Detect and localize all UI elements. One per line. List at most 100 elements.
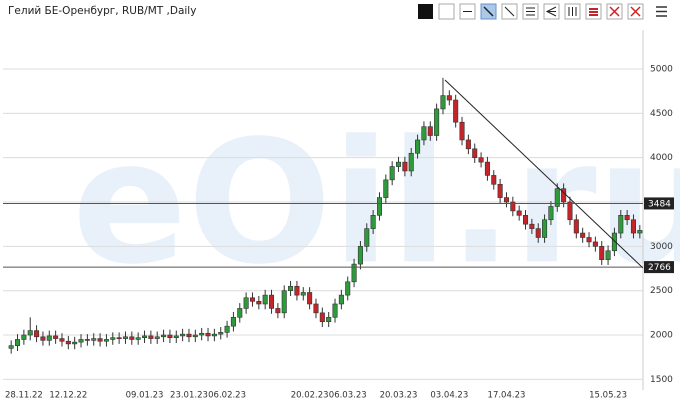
icon <box>568 7 577 16</box>
candle-body <box>116 337 122 339</box>
candle-body <box>72 341 78 345</box>
candle-body <box>523 215 529 225</box>
candle-body <box>135 337 141 340</box>
x-tick-label: 09.01.23 <box>126 391 164 401</box>
candle-body <box>218 332 224 335</box>
icon <box>545 6 557 17</box>
candle-body <box>478 157 484 163</box>
x-tick-label: 20.02.23 <box>291 391 329 401</box>
icon <box>630 6 641 17</box>
candle-body <box>205 332 211 337</box>
candle-body <box>383 179 389 198</box>
candle-body <box>503 197 509 203</box>
candle-body <box>262 294 268 305</box>
candle-body <box>351 263 357 283</box>
icon <box>483 6 494 17</box>
candle-body <box>370 215 376 229</box>
tool-color[interactable] <box>418 4 433 19</box>
candle-body <box>288 285 294 291</box>
candle-body <box>453 99 459 123</box>
candle-body <box>34 330 40 338</box>
candle-body <box>630 219 636 234</box>
menu-button[interactable] <box>656 6 667 17</box>
candle-body <box>421 126 427 141</box>
candle-body <box>237 308 243 318</box>
candle-body <box>97 338 103 342</box>
candle-body <box>586 237 592 243</box>
candle-body <box>345 281 351 296</box>
level-tag <box>644 197 674 210</box>
candle-body <box>40 336 46 341</box>
candle-body <box>465 139 471 150</box>
candle-body <box>53 335 59 339</box>
candle-body <box>440 95 446 110</box>
candle-body <box>300 292 306 296</box>
candle-body <box>497 183 503 198</box>
x-tick-label: 23.01.23 <box>170 391 208 401</box>
candle-body <box>357 246 363 265</box>
candle-body <box>472 148 478 158</box>
candle-body <box>142 335 148 338</box>
candle-body <box>618 215 624 234</box>
candle-body <box>376 197 382 216</box>
toolbar <box>418 3 667 20</box>
candle-body <box>243 297 249 309</box>
icon <box>609 6 620 17</box>
icon <box>526 7 535 16</box>
candle-body <box>573 219 579 234</box>
x-tick-label: 03.04.23 <box>430 391 468 401</box>
trend-line <box>444 79 644 269</box>
candle-body <box>605 250 611 260</box>
candle-body <box>580 232 586 238</box>
tool-text[interactable] <box>438 3 455 20</box>
candle-body <box>269 294 275 309</box>
candle-body <box>529 223 535 229</box>
y-tick-label: 5000 <box>650 65 673 75</box>
candle-body <box>154 336 160 339</box>
candle-body <box>567 201 573 221</box>
candle-body <box>599 246 605 260</box>
candle-body <box>110 337 116 340</box>
candle-body <box>27 330 33 336</box>
candle-body <box>173 335 179 338</box>
candle-body <box>91 338 97 341</box>
candle-body <box>516 210 522 216</box>
candle-body <box>256 301 262 305</box>
candle-body <box>510 201 516 212</box>
y-tick-label: 4500 <box>650 109 673 119</box>
candle-body <box>148 335 154 339</box>
candle-body <box>554 188 560 207</box>
x-tick-label: 28.11.22 <box>5 391 43 401</box>
candle-body <box>637 230 643 234</box>
candle-body <box>122 336 128 339</box>
candle-body <box>415 139 421 154</box>
x-tick-label: 15.05.23 <box>589 391 627 401</box>
x-tick-label: 06.02.23 <box>208 391 246 401</box>
x-tick-label: 12.12.22 <box>49 391 87 401</box>
candle-body <box>15 339 21 346</box>
y-tick-label: 2000 <box>650 331 673 341</box>
candle-body <box>402 161 408 172</box>
candle-body <box>542 219 548 238</box>
level-label: 2766 <box>648 263 671 273</box>
candle-body <box>408 152 414 172</box>
y-tick-label: 2500 <box>650 286 673 296</box>
candle-body <box>491 175 497 185</box>
candle-body <box>319 312 325 323</box>
candle-body <box>21 334 27 340</box>
candle-body <box>230 316 236 327</box>
level-label: 3484 <box>648 199 671 209</box>
chart-title: Гелий БЕ-Оренбург, RUB/MT ,Daily <box>8 5 196 17</box>
candle-body <box>307 292 313 305</box>
candle-body <box>78 339 84 343</box>
candle-body <box>224 325 230 333</box>
x-tick-label: 20.03.23 <box>380 391 418 401</box>
candle-body <box>427 126 433 136</box>
candle-body <box>167 334 173 338</box>
candle-body <box>46 335 52 341</box>
candle-body <box>434 108 440 136</box>
candle-body <box>364 228 370 247</box>
candle-body <box>332 303 338 318</box>
candle-body <box>199 332 205 336</box>
candle-body <box>294 285 300 296</box>
